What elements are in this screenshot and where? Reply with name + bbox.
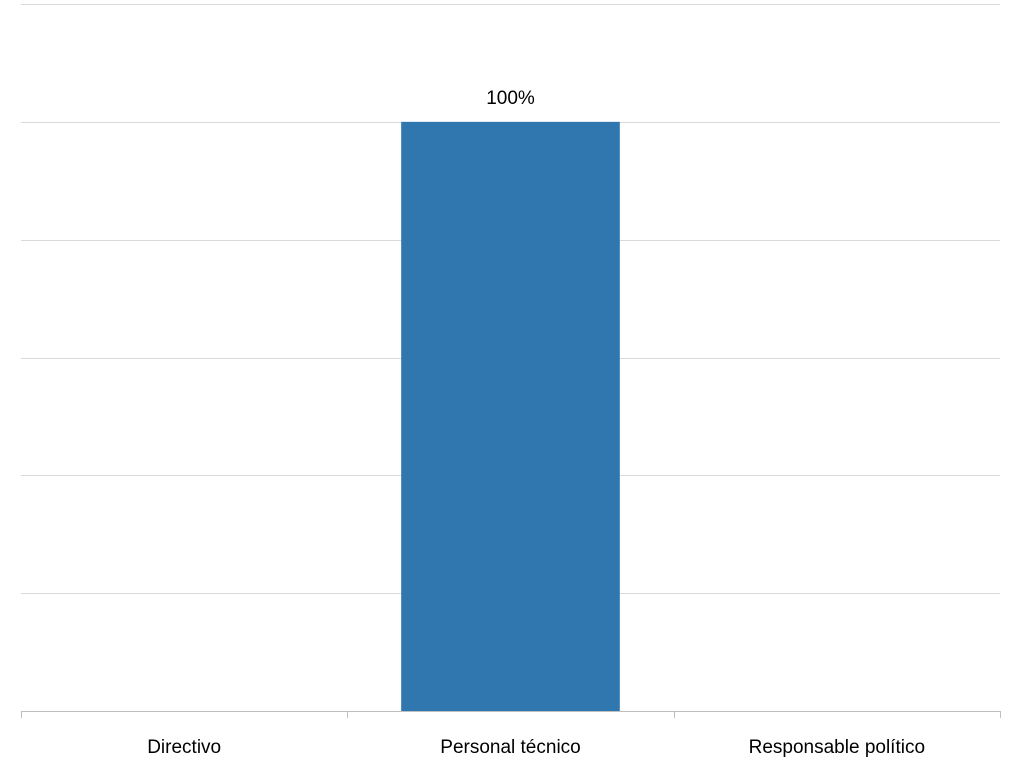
x-tick-label: Personal técnico xyxy=(440,737,580,758)
x-tick-label: Responsable político xyxy=(749,737,925,758)
x-axis xyxy=(21,711,1001,718)
bars xyxy=(401,121,620,712)
x-tick-label: Directivo xyxy=(147,737,221,758)
data-label: 100% xyxy=(486,88,535,109)
labels: Directivo Personal técnico 100% Responsable… xyxy=(147,88,925,758)
bar xyxy=(401,121,620,712)
